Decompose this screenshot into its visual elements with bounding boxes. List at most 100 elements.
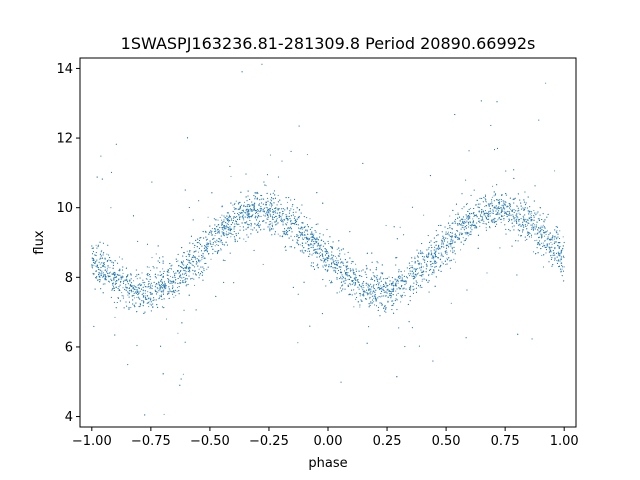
- data-point: [433, 258, 435, 260]
- data-point: [540, 225, 542, 227]
- data-point: [273, 216, 276, 218]
- data-point: [325, 251, 328, 253]
- data-point: [441, 241, 443, 243]
- data-point: [110, 207, 112, 209]
- data-point: [188, 275, 190, 277]
- data-point: [205, 239, 208, 241]
- data-point: [157, 291, 159, 293]
- data-point: [342, 263, 344, 265]
- data-point: [405, 276, 408, 278]
- data-point: [436, 261, 438, 263]
- data-point: [546, 230, 549, 232]
- data-point: [318, 253, 320, 255]
- data-point: [534, 224, 536, 226]
- data-point: [98, 261, 100, 263]
- data-point: [473, 215, 475, 217]
- data-point: [142, 300, 144, 302]
- data-point: [498, 216, 500, 219]
- data-point: [259, 202, 261, 205]
- data-point: [423, 214, 425, 216]
- data-point: [229, 226, 231, 228]
- data-point: [149, 278, 151, 281]
- data-point: [299, 244, 301, 246]
- data-point: [197, 251, 199, 253]
- data-point: [436, 241, 438, 243]
- data-point: [219, 216, 221, 219]
- data-point: [94, 254, 96, 256]
- data-point: [431, 252, 433, 254]
- data-point: [353, 306, 355, 308]
- data-point: [290, 226, 292, 228]
- data-point: [138, 297, 140, 299]
- data-point: [377, 278, 379, 280]
- data-point: [322, 245, 324, 247]
- data-point: [214, 235, 216, 237]
- data-point: [365, 298, 367, 300]
- data-point: [556, 230, 558, 232]
- data-point: [377, 282, 379, 284]
- data-point: [192, 273, 194, 275]
- data-point: [133, 292, 135, 294]
- data-point: [161, 284, 163, 286]
- data-point: [440, 252, 442, 254]
- data-point: [293, 209, 295, 211]
- data-point: [135, 269, 137, 271]
- data-point: [236, 240, 239, 242]
- data-point: [421, 280, 423, 282]
- data-point: [513, 218, 515, 220]
- data-point: [367, 294, 369, 296]
- data-point: [545, 82, 547, 84]
- data-point: [517, 234, 520, 236]
- data-point: [426, 264, 428, 266]
- data-point: [502, 210, 504, 212]
- data-point: [532, 229, 534, 231]
- data-point: [245, 240, 247, 243]
- data-point: [115, 143, 117, 145]
- data-point: [199, 259, 201, 261]
- data-point: [141, 300, 143, 302]
- data-point: [136, 296, 138, 299]
- data-point: [445, 250, 447, 252]
- data-point: [413, 288, 415, 290]
- data-point: [548, 243, 550, 245]
- data-point: [418, 264, 420, 266]
- data-point: [448, 243, 450, 245]
- data-point: [283, 233, 286, 235]
- data-point: [169, 282, 171, 285]
- data-point: [544, 240, 546, 242]
- data-point: [250, 233, 252, 235]
- data-point: [529, 213, 531, 215]
- data-point: [524, 214, 526, 216]
- data-point: [390, 297, 392, 299]
- data-point: [373, 304, 376, 306]
- data-point: [193, 278, 195, 280]
- data-point: [430, 264, 432, 266]
- data-point: [501, 204, 503, 206]
- data-point: [186, 250, 188, 252]
- data-point: [283, 231, 285, 233]
- data-point: [163, 289, 165, 291]
- data-point: [346, 269, 348, 271]
- data-point: [354, 278, 356, 281]
- data-point: [455, 235, 457, 237]
- data-point: [548, 234, 550, 236]
- data-point: [149, 303, 151, 305]
- data-point: [186, 263, 189, 265]
- data-point: [485, 217, 488, 220]
- data-point: [493, 195, 495, 197]
- data-point: [477, 203, 479, 205]
- data-point: [554, 241, 556, 243]
- data-point: [260, 215, 262, 217]
- data-point: [198, 261, 200, 263]
- data-point: [397, 282, 399, 284]
- data-point: [409, 265, 411, 267]
- data-point: [203, 269, 205, 272]
- data-point: [433, 272, 435, 274]
- data-point: [265, 185, 267, 187]
- data-point: [326, 264, 328, 266]
- data-point: [399, 226, 401, 228]
- data-point: [230, 175, 232, 177]
- data-point: [413, 282, 415, 284]
- data-point: [411, 275, 413, 277]
- data-point: [554, 238, 556, 240]
